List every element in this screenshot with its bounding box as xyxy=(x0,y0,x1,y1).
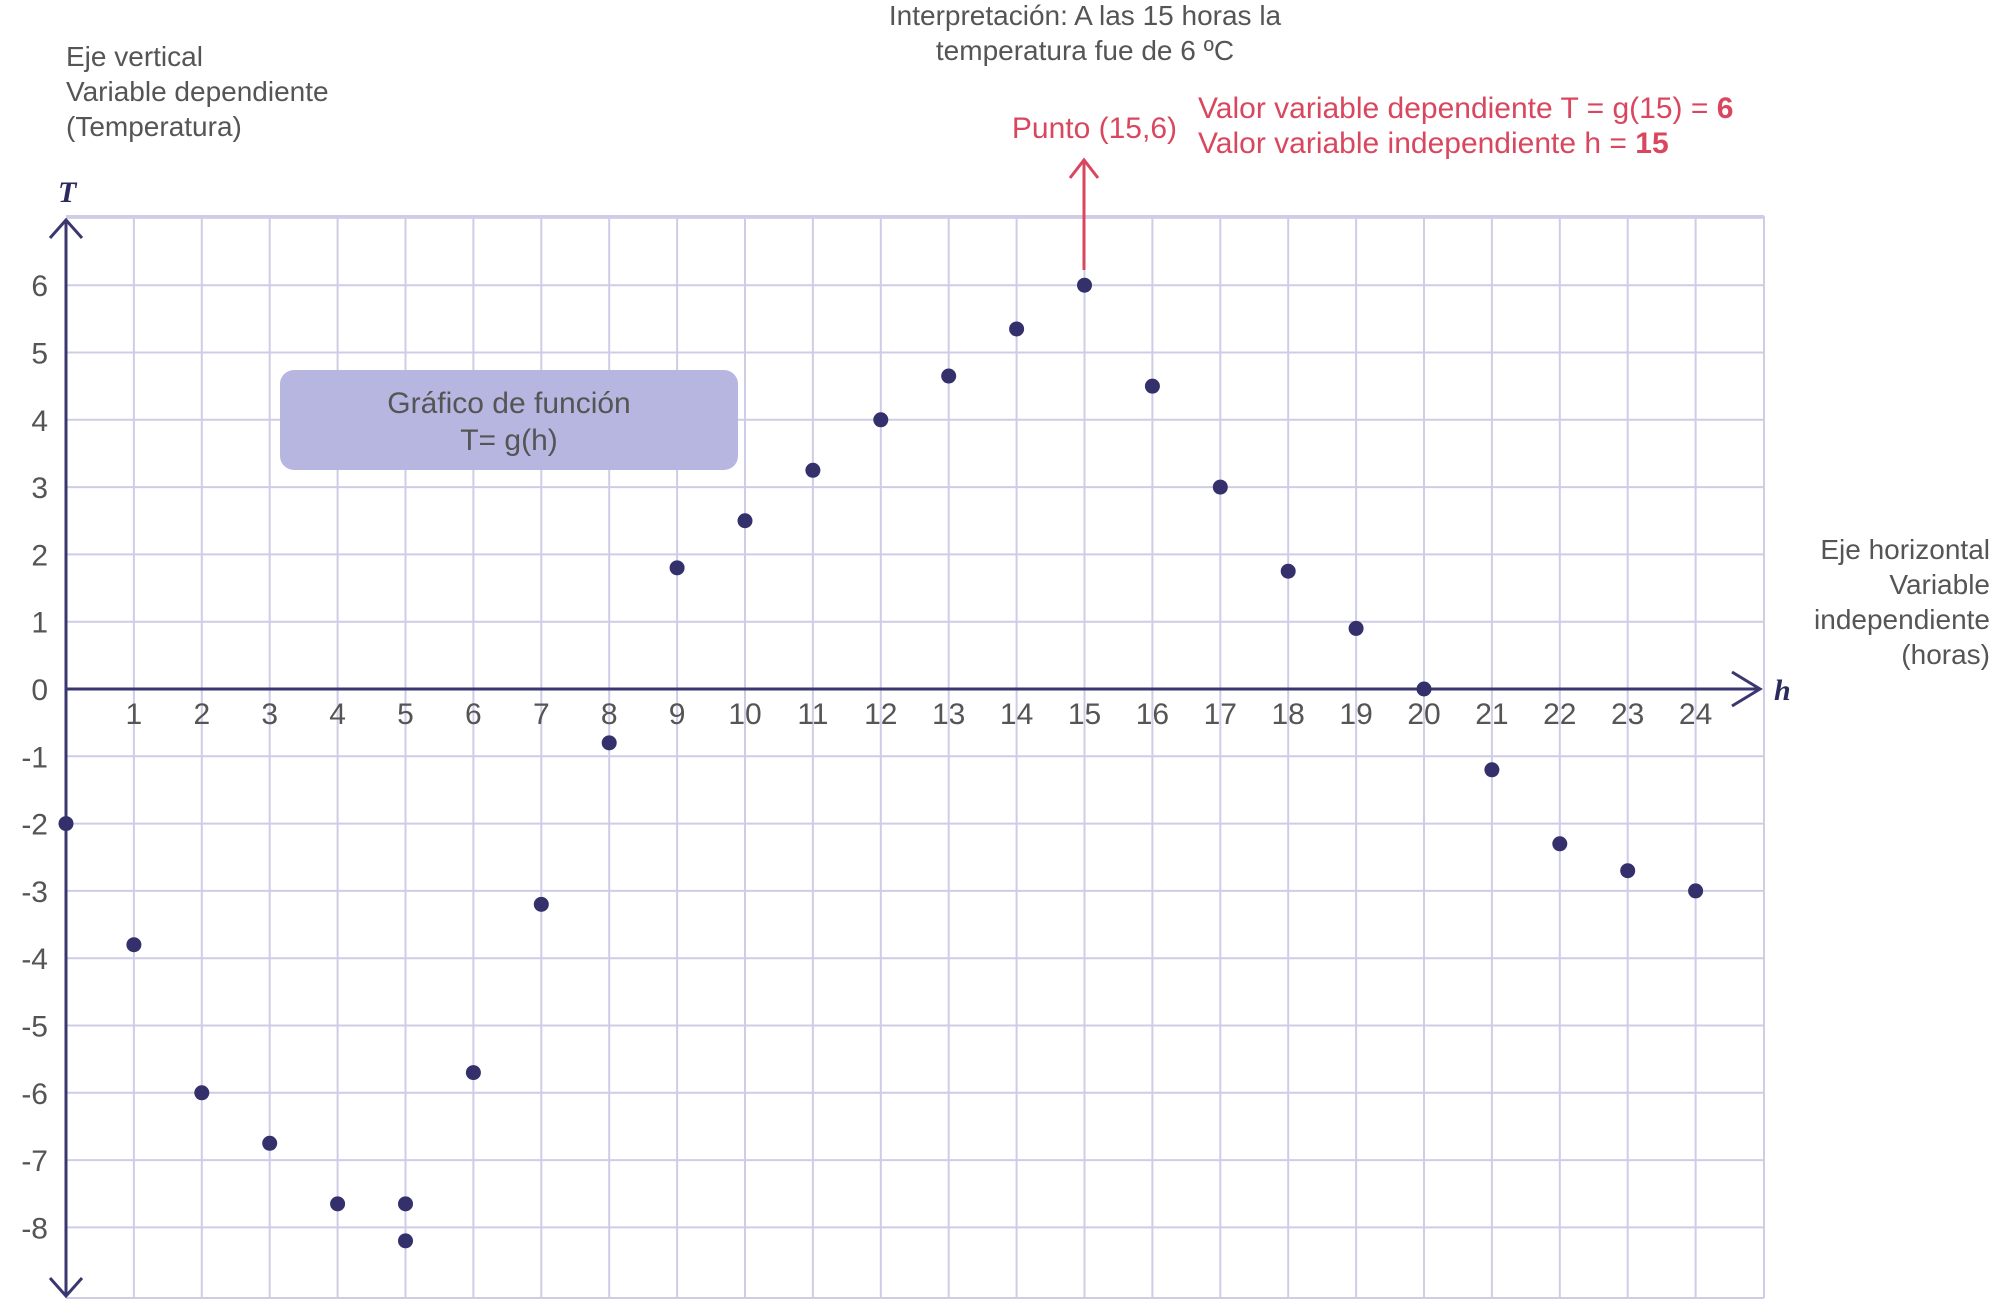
data-point xyxy=(398,1233,413,1249)
x-tick-label: 4 xyxy=(329,698,346,731)
data-point xyxy=(398,1196,413,1212)
data-point xyxy=(1552,836,1568,852)
x-tick-label: 19 xyxy=(1339,698,1372,731)
x-tick-label: 7 xyxy=(533,698,550,731)
y-tick-label: -4 xyxy=(21,943,48,976)
data-point xyxy=(58,816,74,832)
x-tick-label: 16 xyxy=(1136,698,1169,731)
y-axis-arrow-down xyxy=(48,1277,84,1299)
independent-value-label: Valor variable independiente h = xyxy=(1198,127,1635,160)
vertical-axis-desc-line2: Variable dependiente xyxy=(66,76,329,107)
interpretation-note: Interpretación: A las 15 horas la temper… xyxy=(889,0,1282,66)
x-tick-label: 8 xyxy=(601,698,618,731)
x-tick-label: 23 xyxy=(1611,698,1644,731)
annotation-arrow-head xyxy=(1068,157,1100,179)
dependent-value-number: 6 xyxy=(1717,92,1734,125)
x-tick-label: 15 xyxy=(1068,698,1101,731)
horizontal-axis-description: Eje horizontal Variable independiente (h… xyxy=(1814,534,1990,670)
data-point xyxy=(1280,563,1296,579)
y-tick-label: 0 xyxy=(31,674,48,707)
independent-value-number: 15 xyxy=(1635,127,1668,160)
data-point xyxy=(1212,479,1228,495)
x-tick-label: 6 xyxy=(465,698,482,731)
x-tick-label: 1 xyxy=(126,698,143,731)
y-tick-label: 4 xyxy=(31,405,48,438)
point-annotation: Punto (15,6) Valor variable dependiente … xyxy=(1012,92,1733,270)
axes: Th xyxy=(48,176,1791,1299)
vertical-axis-description: Eje vertical Variable dependiente (Tempe… xyxy=(66,41,329,142)
y-tick-label: -1 xyxy=(21,741,48,774)
x-tick-label: 12 xyxy=(864,698,897,731)
x-tick-label: 13 xyxy=(932,698,965,731)
data-point xyxy=(1077,277,1092,293)
y-axis-label: T xyxy=(58,176,78,209)
y-tick-label: 2 xyxy=(31,539,48,572)
y-tick-label: -2 xyxy=(21,809,48,842)
x-tick-label: 9 xyxy=(669,698,686,731)
y-tick-label: 1 xyxy=(31,607,48,640)
x-tick-label: 10 xyxy=(728,698,761,731)
data-point xyxy=(262,1135,278,1151)
y-tick-label: 5 xyxy=(31,338,48,371)
horizontal-axis-desc-line2: Variable xyxy=(1889,569,1990,600)
data-point xyxy=(194,1085,210,1101)
y-tick-label: -7 xyxy=(21,1145,48,1178)
data-point xyxy=(1144,378,1160,394)
dependent-value-label: Valor variable dependiente T = g(15) = xyxy=(1198,92,1717,125)
x-tick-label: 11 xyxy=(797,698,828,731)
x-tick-label: 2 xyxy=(193,698,210,731)
y-tick-label: -5 xyxy=(21,1011,48,1044)
data-point xyxy=(1009,321,1025,337)
data-point xyxy=(601,735,617,751)
x-tick-label: 18 xyxy=(1272,698,1305,731)
y-tick-label: -6 xyxy=(21,1078,48,1111)
horizontal-axis-desc-line4: (horas) xyxy=(1901,639,1990,670)
data-point xyxy=(1348,620,1364,636)
data-point xyxy=(1416,681,1432,697)
data-point xyxy=(533,896,549,912)
function-box-title: Gráfico de función xyxy=(387,387,630,420)
x-axis-label: h xyxy=(1774,674,1791,707)
data-point xyxy=(669,560,685,576)
data-point xyxy=(1484,762,1500,778)
x-tick-label: 14 xyxy=(1000,698,1033,731)
data-point xyxy=(465,1065,481,1081)
x-tick-label: 24 xyxy=(1679,698,1712,731)
y-axis-arrow-up xyxy=(48,217,84,239)
vertical-axis-desc-line1: Eje vertical xyxy=(66,41,203,72)
x-tick-label: 17 xyxy=(1204,698,1237,731)
point-label: Punto (15,6) xyxy=(1012,112,1177,145)
data-point xyxy=(873,412,889,428)
vertical-axis-desc-line3: (Temperatura) xyxy=(66,111,242,142)
data-point xyxy=(126,937,142,953)
dependent-value-text: Valor variable dependiente T = g(15) = 6 xyxy=(1198,92,1733,125)
x-tick-label: 21 xyxy=(1475,698,1508,731)
data-points xyxy=(58,277,1704,1249)
data-point xyxy=(737,513,753,529)
function-box: Gráfico de función T= g(h) xyxy=(280,370,738,470)
horizontal-axis-desc-line1: Eje horizontal xyxy=(1820,534,1990,565)
data-point xyxy=(1620,863,1636,879)
x-axis-arrow xyxy=(1731,670,1763,708)
x-tick-label: 22 xyxy=(1543,698,1576,731)
data-point xyxy=(941,368,957,384)
data-point xyxy=(805,462,821,478)
interpretation-line2: temperatura fue de 6 ºC xyxy=(936,35,1234,66)
x-tick-label: 3 xyxy=(261,698,278,731)
horizontal-axis-desc-line3: independiente xyxy=(1814,604,1990,635)
x-tick-label: 20 xyxy=(1407,698,1440,731)
y-tick-label: 6 xyxy=(31,270,48,303)
function-box-formula: T= g(h) xyxy=(460,424,558,457)
data-point xyxy=(1688,883,1704,899)
interpretation-line1: Interpretación: A las 15 horas la xyxy=(889,0,1282,31)
y-tick-label: -3 xyxy=(21,876,48,909)
independent-value-text: Valor variable independiente h = 15 xyxy=(1198,127,1669,160)
y-tick-label: -8 xyxy=(21,1212,48,1245)
function-box-background xyxy=(280,370,738,470)
tick-labels: 1 2 3 4 5 6 7 8 9 10 11 12 13 14 15 16 17 18 19 20 21 22 23 246… xyxy=(21,270,1712,1245)
data-point xyxy=(330,1196,346,1212)
y-tick-label: 3 xyxy=(31,472,48,505)
x-tick-label: 5 xyxy=(397,698,414,731)
